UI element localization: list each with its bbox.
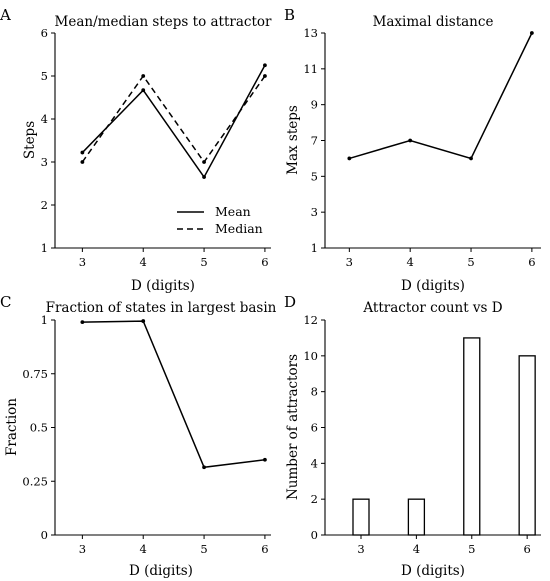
panel-a-xtick-label: 4: [140, 255, 147, 269]
panel-a-ylabel: Steps: [22, 121, 38, 159]
panel-d-ytick-label: 2: [311, 492, 318, 506]
panel-a-data-point: [202, 175, 206, 179]
panel-a-data-point: [80, 160, 85, 164]
panel-a-data-point: [80, 150, 85, 155]
panel-d-xlabel: D (digits): [401, 563, 465, 579]
panel-a-series-median: [81, 74, 266, 164]
panel-d-ytick-label: 6: [311, 421, 318, 435]
panel-d-xtick-label: 6: [523, 542, 530, 556]
panel-a-title: Mean/median steps to attractor: [55, 14, 272, 30]
panel-c-data-point: [141, 319, 146, 323]
panel-b-data-point: [347, 156, 352, 161]
panel-a-xtick-label: 5: [200, 255, 207, 269]
panel-a-ytick-label: 6: [41, 26, 48, 40]
panel-b-xtick-label: 3: [346, 255, 353, 269]
panel-b-data-point: [469, 156, 473, 161]
panel-d-xtick-label: 4: [413, 542, 420, 556]
panel-b-series-line: [349, 32, 533, 160]
panel-c-ylabel: Fraction: [4, 398, 20, 456]
panel-c-data-point: [80, 320, 85, 325]
panel-b-ytick-label: 1: [311, 241, 318, 255]
panel-d-ytick-label: 10: [303, 349, 318, 363]
panel-a-series-mean: [81, 64, 266, 179]
panel-a-ytick-label: 5: [41, 69, 48, 83]
panel-c-series-line: [82, 320, 266, 469]
panel-c-ytick-label: 0.75: [22, 367, 48, 381]
panel-b-letter: B: [284, 6, 295, 24]
panel-b-xtick-label: 6: [528, 255, 535, 269]
panel-b-xtick-label: 5: [467, 255, 474, 269]
panel-a-xtick-label: 3: [79, 255, 86, 269]
panel-d-xtick-label: 3: [357, 542, 364, 556]
panel-c-xlabel: D (digits): [129, 563, 193, 579]
panel-b-ytick-label: 5: [311, 169, 318, 183]
panel-d-letter: D: [284, 293, 296, 311]
panel-a-ytick-label: 4: [41, 112, 48, 126]
panel-c-data-point: [263, 457, 267, 462]
panel-c-xtick-label: 4: [140, 542, 147, 556]
panel-c: C Fraction of states in largest basin D …: [0, 293, 277, 579]
panel-d-title: Attractor count vs D: [362, 300, 502, 316]
panel-a-data-point: [263, 63, 267, 68]
panel-a-ytick-label: 3: [41, 155, 48, 169]
panel-c-title: Fraction of states in largest basin: [46, 300, 277, 316]
panel-b-ytick-label: 7: [311, 134, 318, 148]
panel-b-title: Maximal distance: [373, 14, 494, 30]
panel-d-bar: [407, 498, 426, 536]
panel-a-legend-label: Mean: [215, 204, 251, 219]
panel-b-data-point: [529, 31, 534, 35]
panel-d-ytick-label: 0: [311, 528, 318, 542]
panel-d-ytick-label: 8: [311, 385, 318, 399]
panel-b-ytick-label: 9: [311, 98, 318, 112]
panel-c-xtick-label: 3: [79, 542, 86, 556]
panel-a-data-point: [141, 88, 146, 93]
panel-a-letter: A: [0, 6, 11, 24]
panel-d-ytick-label: 12: [303, 313, 318, 327]
panel-c-ytick-label: 0.5: [30, 421, 48, 435]
panel-b-data-point: [408, 138, 413, 143]
panel-c-letter: C: [0, 293, 11, 311]
panel-d-bar: [352, 498, 370, 536]
panel-c-ytick-label: 1: [41, 313, 48, 327]
panel-d-bar: [518, 355, 536, 536]
panel-a-data-point: [141, 74, 146, 78]
panel-b-ytick-label: 11: [303, 62, 318, 76]
panel-b-ytick-label: 3: [311, 205, 318, 219]
panel-a-ytick-label: 2: [41, 198, 48, 212]
panel-b-xlabel: D (digits): [401, 278, 465, 294]
panel-b-ytick-label: 13: [303, 26, 318, 40]
panel-b: B Maximal distance D (digits) Max steps …: [284, 6, 541, 294]
panel-c-ytick-label: 0.25: [22, 474, 48, 488]
panel-d-xtick-label: 5: [468, 542, 475, 556]
panel-d-bar: [463, 337, 481, 536]
panel-a-xlabel: D (digits): [131, 278, 195, 294]
panel-b-xtick-label: 4: [407, 255, 414, 269]
panel-c-ytick-label: 0: [41, 528, 48, 542]
panel-a-data-point: [263, 74, 267, 78]
panel-d-ytick-label: 4: [311, 456, 318, 470]
panel-a-data-point: [202, 160, 206, 164]
panel-a-legend-label: Median: [215, 221, 263, 236]
panel-a: A Mean/median steps to attractor D (digi…: [0, 6, 272, 294]
panel-b-ylabel: Max steps: [285, 105, 301, 175]
panel-d: D Attractor count vs D D (digits) Number…: [284, 293, 541, 579]
panel-c-data-point: [202, 465, 206, 470]
panel-a-xtick-label: 6: [261, 255, 268, 269]
panel-a-ytick-label: 1: [41, 241, 48, 255]
panel-c-xtick-label: 5: [200, 542, 207, 556]
panel-d-ylabel: Number of attractors: [285, 354, 301, 500]
panel-c-xtick-label: 6: [261, 542, 268, 556]
